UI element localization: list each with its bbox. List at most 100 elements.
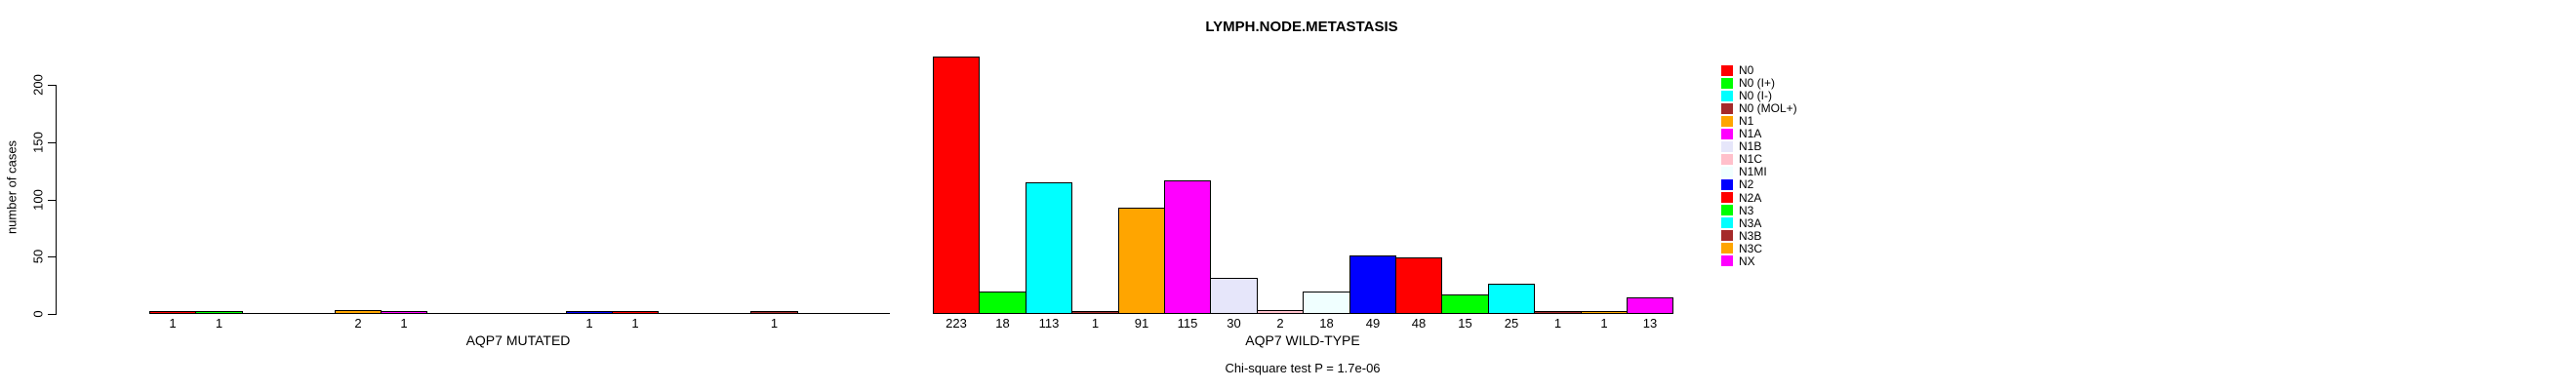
y-axis-tick	[48, 142, 56, 143]
y-axis-line	[56, 85, 57, 315]
bar-zero	[797, 313, 844, 314]
legend-swatch	[1721, 103, 1733, 114]
bar-value-label: 25	[1504, 316, 1519, 331]
bar-value-label: 1	[1091, 316, 1100, 331]
legend-swatch	[1721, 179, 1733, 190]
y-axis-tick	[48, 200, 56, 201]
bar	[149, 311, 196, 314]
bar	[979, 292, 1026, 314]
bar	[1071, 311, 1119, 314]
bar-value-label: 91	[1134, 316, 1149, 331]
legend-label: N0	[1739, 63, 1754, 77]
legend-label: N1B	[1739, 139, 1762, 153]
bar-value-label: 13	[1642, 316, 1658, 331]
bar-value-label: 1	[169, 316, 177, 331]
legend-label: N0 (MOL+)	[1739, 101, 1797, 115]
legend-swatch	[1721, 167, 1733, 177]
bar	[1488, 284, 1535, 314]
bar-value-label: 1	[215, 316, 223, 331]
legend-swatch	[1721, 116, 1733, 127]
bar-value-label: 2	[1276, 316, 1284, 331]
bar-zero	[242, 313, 289, 314]
legend-label: N1C	[1739, 152, 1763, 166]
bar	[933, 57, 980, 314]
bar-value-label: 15	[1458, 316, 1472, 331]
bar-value-label: 1	[585, 316, 593, 331]
y-axis-tick-label: 50	[30, 249, 46, 264]
bar	[612, 311, 659, 314]
legend-swatch	[1721, 230, 1733, 241]
legend-label: N3C	[1739, 242, 1763, 255]
bar-value-label: 115	[1177, 316, 1198, 331]
bar-value-label: 113	[1038, 316, 1060, 331]
legend-swatch	[1721, 78, 1733, 89]
bar-value-label: 1	[770, 316, 779, 331]
bar	[1257, 310, 1304, 314]
legend-label: N3A	[1739, 216, 1762, 230]
bar	[1395, 257, 1442, 314]
legend-label: N1A	[1739, 127, 1762, 140]
bar	[566, 311, 613, 314]
y-axis-title-text: number of cases	[4, 139, 20, 235]
bar	[381, 311, 427, 314]
bar-value-label: 18	[995, 316, 1010, 331]
bar-zero	[843, 313, 890, 314]
chi-square-annotation: Chi-square test P = 1.7e-06	[1225, 361, 1381, 375]
y-axis-tick-label: 200	[30, 74, 46, 96]
bar-value-label: 1	[1600, 316, 1608, 331]
bar	[1627, 297, 1673, 314]
bar-zero	[426, 313, 474, 314]
legend-label: NX	[1739, 254, 1755, 268]
legend-label: N1MI	[1739, 165, 1767, 178]
bar	[1349, 255, 1396, 314]
bar-zero	[473, 313, 520, 314]
bar	[1581, 311, 1628, 314]
bar-value-label: 48	[1411, 316, 1427, 331]
bar-value-label: 49	[1365, 316, 1381, 331]
bar	[1534, 311, 1582, 314]
y-axis-tick	[48, 314, 56, 315]
bar-zero	[288, 313, 336, 314]
bar	[195, 311, 243, 314]
legend-swatch	[1721, 91, 1733, 101]
legend-label: N3	[1739, 204, 1754, 217]
legend-label: N0 (I+)	[1739, 76, 1776, 90]
x-axis-label-wildtype: AQP7 WILD-TYPE	[1245, 332, 1360, 348]
legend-swatch	[1721, 205, 1733, 215]
legend-swatch	[1721, 154, 1733, 165]
y-axis-tick-label: 0	[30, 310, 46, 318]
bar-value-label: 1	[400, 316, 408, 331]
bar-value-label: 18	[1319, 316, 1334, 331]
bar-value-label: 223	[946, 316, 967, 331]
y-axis-tick	[48, 85, 56, 86]
legend-label: N3B	[1739, 229, 1762, 243]
bar-zero	[704, 313, 751, 314]
bar	[1303, 292, 1350, 314]
x-axis-label-mutated: AQP7 MUTATED	[465, 332, 571, 348]
legend-swatch	[1721, 129, 1733, 139]
y-axis-tick-label: 100	[30, 189, 46, 211]
legend-swatch	[1721, 243, 1733, 254]
legend-label: N2	[1739, 177, 1754, 191]
bar-value-label: 1	[631, 316, 639, 331]
y-axis-tick	[48, 256, 56, 257]
bar	[1164, 180, 1211, 314]
bar	[1441, 294, 1489, 314]
bar-value-label: 2	[354, 316, 362, 331]
bar-value-label: 30	[1227, 316, 1241, 331]
legend-label: N0 (I-)	[1739, 89, 1772, 102]
bar	[1118, 208, 1165, 314]
bar	[1210, 278, 1258, 314]
bar	[1026, 182, 1072, 314]
bar	[335, 310, 382, 314]
legend-swatch	[1721, 255, 1733, 266]
legend-label: N1	[1739, 114, 1754, 128]
legend-swatch	[1721, 192, 1733, 203]
bar-zero	[658, 313, 705, 314]
legend-swatch	[1721, 65, 1733, 76]
legend-swatch	[1721, 141, 1733, 152]
bar-value-label: 1	[1553, 316, 1562, 331]
legend-swatch	[1721, 217, 1733, 228]
bar	[750, 311, 798, 314]
